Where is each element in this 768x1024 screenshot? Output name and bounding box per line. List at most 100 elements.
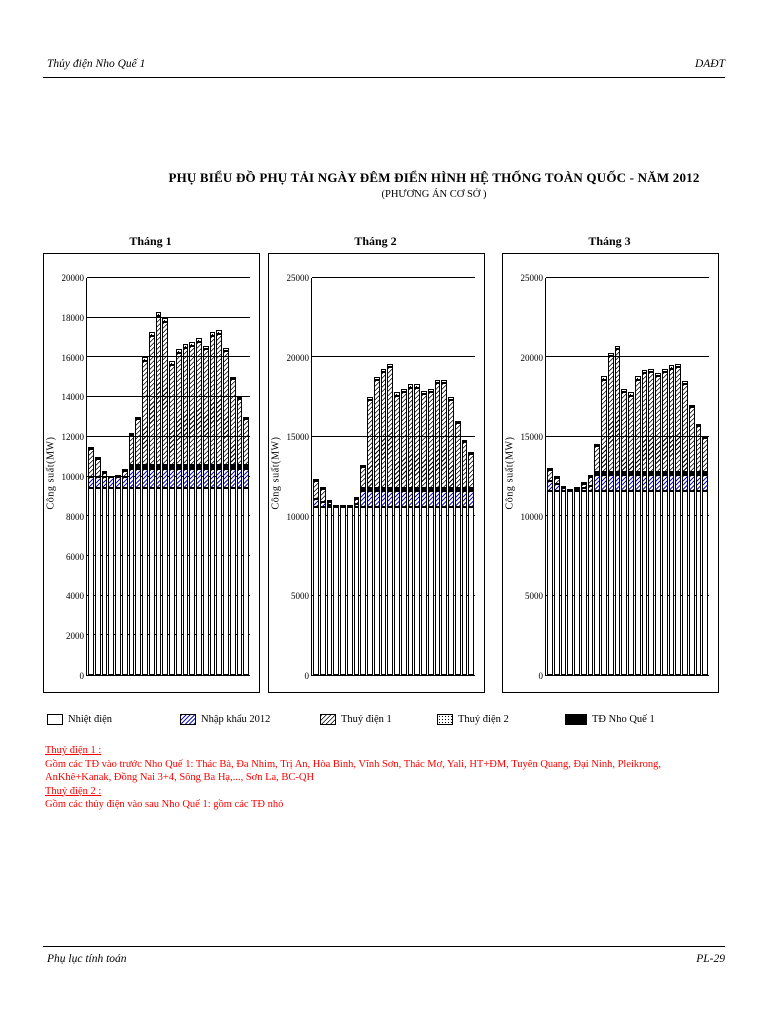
chart-box: Công suất(MW) 0 2000 4000 6000 8000 10000 1200… <box>43 253 260 693</box>
bar-segment-hydro1 <box>421 393 427 488</box>
bar-segment-hydro2 <box>601 376 607 380</box>
bar-segment-thermal <box>468 506 474 675</box>
bar-segment-hydro2 <box>560 485 567 488</box>
bar-segment-import <box>175 468 182 489</box>
bar-segment-nhoque <box>427 487 434 491</box>
bar-segment-thermal <box>634 490 641 675</box>
bar-segment-hydro2 <box>547 468 553 471</box>
bar-segment-nhoque <box>441 487 447 491</box>
bar-hour-20 <box>441 278 447 675</box>
bar-segment-nhoque <box>394 487 400 491</box>
bar-segment-hydro1 <box>614 349 621 472</box>
bar-segment-thermal <box>196 488 202 675</box>
bar-segment-import <box>88 476 94 489</box>
bar-segment-thermal <box>189 488 195 675</box>
bar-segment-hydro1 <box>427 392 434 488</box>
bar-hour-17 <box>196 278 202 675</box>
bar-segment-thermal <box>655 490 661 675</box>
bar-hour-6 <box>121 278 128 675</box>
bar-segment-thermal <box>346 506 353 675</box>
bar-segment-thermal <box>229 488 236 675</box>
footnotes: Thuỷ điện 1 : Gồm các TĐ vào trước Nho Q… <box>45 744 738 812</box>
gridline <box>87 554 250 556</box>
bar-segment-nhoque <box>400 487 407 491</box>
bar-segment-import <box>142 468 148 489</box>
bar-segment-thermal <box>360 506 366 675</box>
y-tick-label: 20000 <box>520 352 544 363</box>
bar-hour-11 <box>614 278 621 675</box>
bar-segment-hydro2 <box>128 432 135 435</box>
note-body-thuy-dien-1-line2: AnKhê+Kanak, Đồng Nai 3+4, Sông Ba Hạ,..… <box>45 772 315 783</box>
bar-segment-import <box>634 474 641 491</box>
bar-segment-thermal <box>94 488 101 675</box>
bar-segment-hydro1 <box>135 418 141 465</box>
gridline <box>87 277 250 278</box>
bar-segment-thermal <box>448 506 454 675</box>
bar-segment-import <box>695 474 702 491</box>
bar-segment-thermal <box>333 506 339 675</box>
bar-segment-thermal <box>414 506 420 675</box>
bar-segment-hydro2 <box>319 487 326 490</box>
bar-segment-nhoque <box>454 487 461 491</box>
bar-hour-8 <box>594 278 600 675</box>
bar-hour-11 <box>380 278 387 675</box>
bar-segment-hydro2 <box>135 416 141 419</box>
chart-month-3: Tháng 3 Công suất(MW) 0 5000 10000 15000 200… <box>502 234 719 693</box>
bar-segment-nhoque <box>229 464 236 469</box>
bar-segment-hydro1 <box>182 347 189 465</box>
bar-segment-thermal <box>394 506 400 675</box>
y-tick-label: 15000 <box>286 432 310 443</box>
bar-segment-import <box>94 476 101 489</box>
bar-segment-hydro1 <box>688 406 695 472</box>
gridline <box>312 515 475 517</box>
bar-segment-import <box>162 468 168 489</box>
bar-segment-nhoque <box>648 471 654 475</box>
y-tick-label: 0 <box>304 671 310 681</box>
bar-hour-4 <box>567 278 573 675</box>
bar-segment-import <box>360 490 366 507</box>
bar-segment-hydro1 <box>88 448 94 477</box>
bar-segment-import <box>560 487 567 491</box>
bar-segment-thermal <box>326 506 333 675</box>
bar-hour-10 <box>148 278 155 675</box>
legend-label: TĐ Nho Quế 1 <box>592 714 655 725</box>
bar-hour-13 <box>169 278 175 675</box>
bar-segment-thermal <box>695 490 702 675</box>
bars-group <box>88 278 249 675</box>
bar-segment-import <box>182 468 189 489</box>
bar-segment-hydro1 <box>313 481 319 499</box>
bar-segment-hydro1 <box>360 467 366 488</box>
page-subtitle: (PHƯƠNG ÁN CƠ SỞ ) <box>381 189 487 200</box>
bar-segment-hydro2 <box>454 420 461 423</box>
y-tick-label: 0 <box>538 671 544 681</box>
chart-month-2: Tháng 2 Công suất(MW) 0 5000 10000 15000 200… <box>268 234 485 693</box>
bar-segment-hydro1 <box>580 484 587 488</box>
y-tick-label: 8000 <box>66 511 84 522</box>
bar-segment-hydro2 <box>621 389 627 393</box>
bar-segment-thermal <box>175 488 182 675</box>
y-tick-label: 16000 <box>61 352 85 363</box>
bar-segment-hydro2 <box>387 363 393 367</box>
bar-segment-import <box>441 490 447 507</box>
bar-hour-4 <box>333 278 339 675</box>
bar-segment-hydro1 <box>169 365 175 465</box>
bar-segment-import <box>648 474 654 491</box>
bar-segment-hydro2 <box>216 329 222 334</box>
gridline <box>87 515 250 517</box>
bar-segment-thermal <box>407 506 414 675</box>
bar-hour-5 <box>115 278 121 675</box>
bar-hour-15 <box>641 278 648 675</box>
bar-segment-hydro2 <box>441 379 447 383</box>
bar-segment-nhoque <box>128 464 135 469</box>
bar-segment-import <box>229 468 236 489</box>
legend-label: Nhập khẩu 2012 <box>201 714 271 725</box>
legend-item-thuy-dien-1: Thuỷ điện 1 <box>320 714 392 725</box>
bar-segment-hydro2 <box>121 468 128 471</box>
y-tick-label: 10000 <box>61 472 85 482</box>
bar-segment-hydro2 <box>373 376 380 380</box>
bar-segment-hydro2 <box>223 347 229 352</box>
bar-segment-nhoque <box>380 487 387 491</box>
y-tick-label: 2000 <box>66 631 84 642</box>
bar-segment-import <box>574 488 580 491</box>
bar-segment-import <box>223 468 229 489</box>
